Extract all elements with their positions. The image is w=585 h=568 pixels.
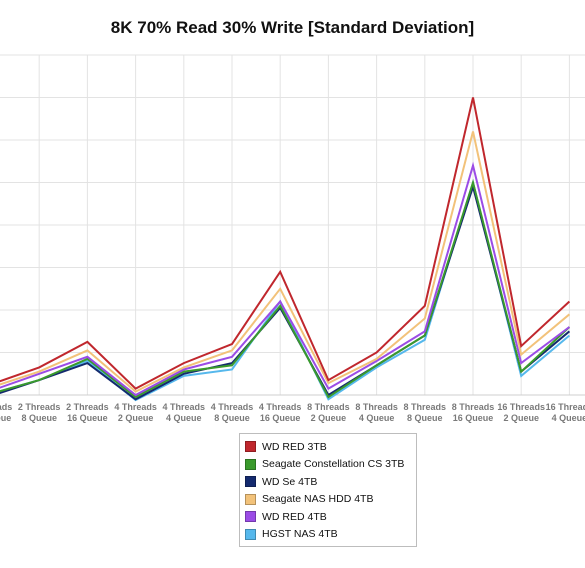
legend-item: WD RED 3TB: [245, 438, 416, 456]
legend-swatch: [245, 493, 256, 505]
legend-swatch: [245, 458, 256, 470]
x-tick-label: 16 Queue: [260, 413, 301, 423]
x-tick-label: 16 Threads: [497, 402, 545, 412]
x-tick-label: 8 Queue: [21, 413, 57, 423]
legend-swatch: [245, 511, 256, 523]
x-tick-label: 4 Queue: [166, 413, 202, 423]
legend-label: Seagate NAS HDD 4TB: [262, 493, 374, 506]
legend-item: Seagate Constellation CS 3TB: [245, 456, 416, 474]
legend-item: HGST NAS 4TB: [245, 526, 416, 544]
x-tick-label: 2 Queue: [311, 413, 347, 423]
x-tick-label: 16 Queue: [0, 413, 11, 423]
x-tick-label: 4 Threads: [163, 402, 206, 412]
x-tick-label: 4 Threads: [114, 402, 157, 412]
x-tick-label: 8 Threads: [355, 402, 398, 412]
legend: WD RED 3TB Seagate Constellation CS 3TB WD…: [239, 433, 417, 547]
legend-label: WD RED 3TB: [262, 440, 327, 453]
series-line: [0, 178, 571, 402]
x-tick-label: 2 Queue: [118, 413, 154, 423]
x-tick-label: 8 Queue: [407, 413, 443, 423]
chart-title: 8K 70% Read 30% Write [Standard Deviatio…: [110, 18, 475, 37]
x-tick-label: 16 Queue: [453, 413, 494, 423]
legend-label: WD RED 4TB: [262, 510, 327, 523]
x-tick-label: 8 Threads: [404, 402, 447, 412]
x-tick-label: 2 Threads: [66, 402, 109, 412]
x-tick-label: 4 Threads: [259, 402, 302, 412]
series-line: [0, 97, 571, 390]
x-tick-label: 16 Queue: [67, 413, 108, 423]
x-tick-label: 2 Threads: [18, 402, 61, 412]
legend-label: WD Se 4TB: [262, 475, 318, 488]
legend-swatch: [245, 528, 256, 540]
series-lines: [0, 97, 571, 402]
x-tick-label: 16 Threads: [546, 402, 585, 412]
x-tick-label: 2 Queue: [503, 413, 539, 423]
gridlines: [0, 54, 585, 396]
x-tick-label: 8 Threads: [307, 402, 350, 412]
series-line: [0, 183, 571, 401]
legend-swatch: [245, 441, 256, 453]
legend-label: HGST NAS 4TB: [262, 528, 338, 541]
legend-item: Seagate NAS HDD 4TB: [245, 491, 416, 509]
legend-item: WD RED 4TB: [245, 508, 416, 526]
x-tick-label: 4 Queue: [552, 413, 585, 423]
legend-item: WD Se 4TB: [245, 473, 416, 491]
legend-swatch: [245, 476, 256, 488]
x-tick-label: 8 Threads: [452, 402, 495, 412]
x-tick-label: 1 Threads: [0, 402, 12, 412]
x-tick-label: 8 Queue: [214, 413, 250, 423]
x-tick-label: 4 Queue: [359, 413, 395, 423]
x-tick-label: 4 Threads: [211, 402, 254, 412]
legend-label: Seagate Constellation CS 3TB: [262, 458, 405, 471]
